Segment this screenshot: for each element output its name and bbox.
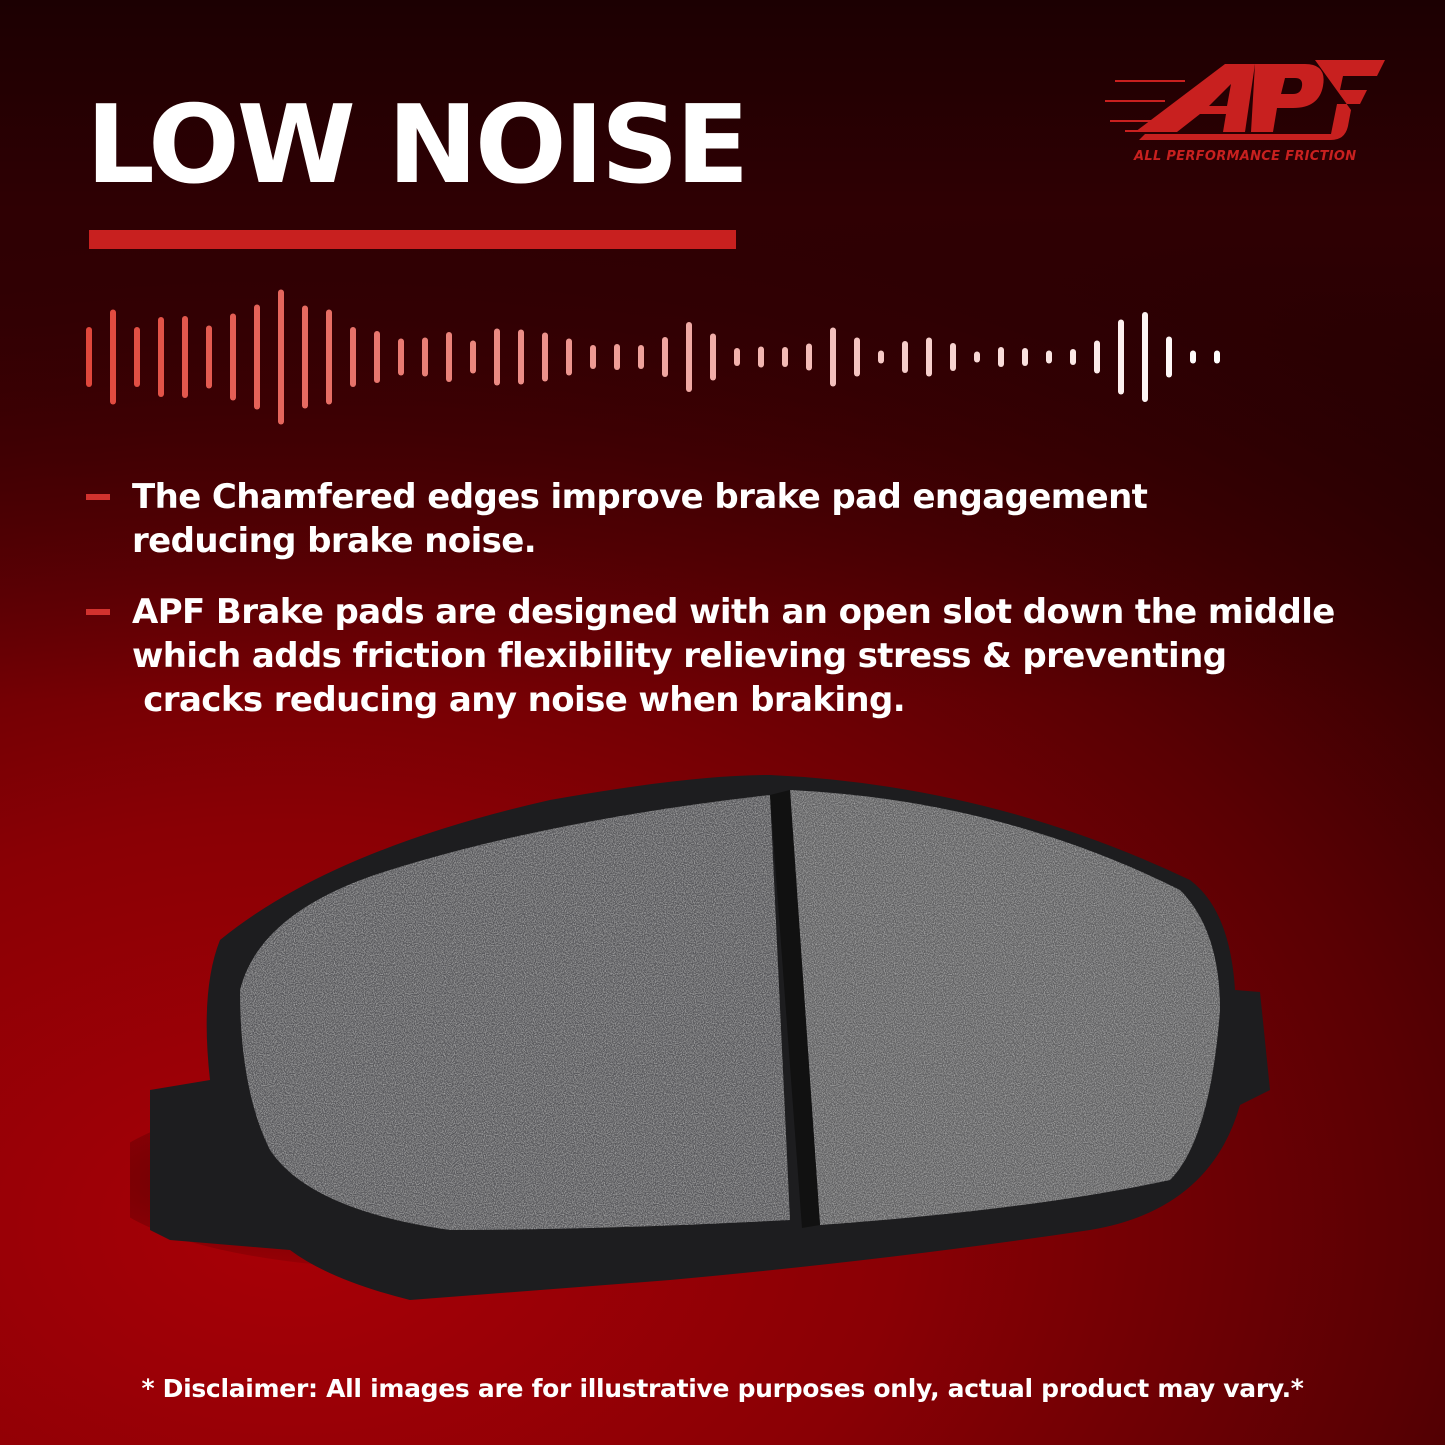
wave-bar xyxy=(902,341,908,373)
wave-bar xyxy=(1214,350,1220,364)
wave-bar xyxy=(758,346,764,368)
wave-bar xyxy=(254,304,260,410)
wave-bar xyxy=(302,305,308,409)
wave-bar xyxy=(1022,348,1028,366)
wave-bar xyxy=(110,309,116,405)
wave-bar xyxy=(1142,312,1148,402)
wave-bar xyxy=(638,345,644,369)
wave-bar xyxy=(542,332,548,382)
wave-bar xyxy=(710,333,716,381)
wave-bar xyxy=(446,332,452,382)
bullet-dash-icon xyxy=(86,609,110,615)
wave-bar xyxy=(950,343,956,371)
background-shade xyxy=(0,0,1445,700)
wave-bar xyxy=(398,338,404,376)
bullet-text: APF Brake pads are designed with an open… xyxy=(132,592,1335,720)
wave-bar xyxy=(614,344,620,370)
wave-bar xyxy=(1070,349,1076,365)
page-title: LOW NOISE xyxy=(86,83,749,208)
wave-bar xyxy=(374,331,380,383)
wave-bar xyxy=(206,325,212,389)
brake-pad-image xyxy=(130,775,1270,1300)
wave-bar xyxy=(854,337,860,377)
wave-bar xyxy=(326,309,332,405)
wave-bar xyxy=(350,327,356,387)
bullet-text: The Chamfered edges improve brake pad en… xyxy=(132,477,1148,561)
bullet-dash-icon xyxy=(86,494,110,500)
wave-bar xyxy=(830,327,836,387)
wave-bar xyxy=(1166,336,1172,378)
wave-bar xyxy=(734,348,740,366)
wave-bar xyxy=(974,351,980,363)
wave-bar xyxy=(278,289,284,425)
wave-bar xyxy=(662,337,668,377)
wave-bar xyxy=(1094,340,1100,374)
wave-bar xyxy=(566,338,572,376)
wave-bar xyxy=(494,328,500,386)
wave-bar xyxy=(1118,319,1124,395)
wave-bar xyxy=(782,347,788,367)
disclaimer-text: * Disclaimer: All images are for illustr… xyxy=(141,1374,1304,1403)
wave-bar xyxy=(86,327,92,387)
wave-bar xyxy=(182,316,188,398)
title-underline xyxy=(89,230,736,249)
wave-bar xyxy=(134,327,140,387)
wave-bar xyxy=(590,345,596,369)
wave-bar xyxy=(1190,350,1196,364)
wave-bar xyxy=(422,337,428,377)
apf-logo xyxy=(1105,60,1385,140)
wave-bar xyxy=(806,343,812,371)
wave-bar xyxy=(926,337,932,377)
sound-wave-icon xyxy=(86,289,1220,425)
wave-bar xyxy=(158,317,164,397)
wave-bar xyxy=(518,329,524,385)
wave-bar xyxy=(1046,350,1052,364)
logo-tagline: ALL PERFORMANCE FRICTION xyxy=(1134,149,1357,164)
wave-bar xyxy=(998,347,1004,367)
wave-bar xyxy=(230,313,236,401)
wave-bar xyxy=(470,340,476,374)
wave-bar xyxy=(878,350,884,364)
wave-bar xyxy=(686,322,692,392)
